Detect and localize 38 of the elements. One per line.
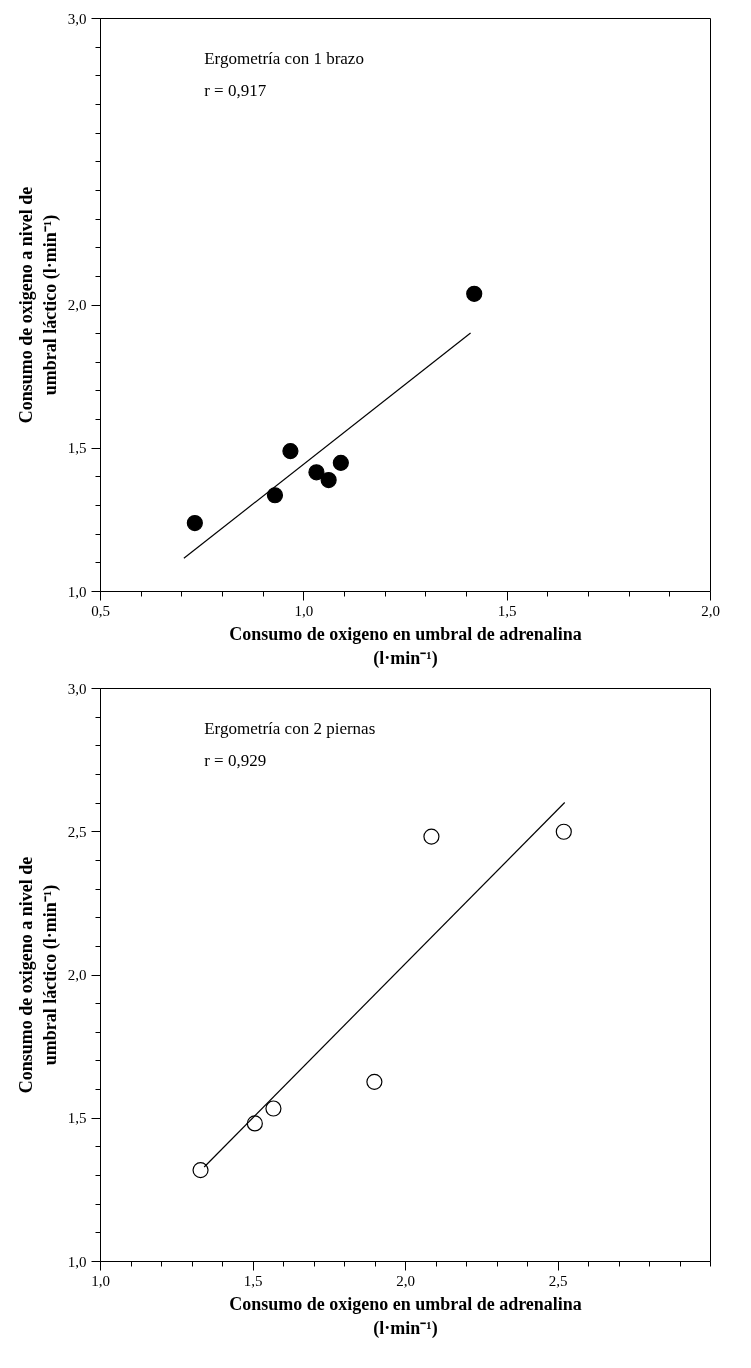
x-tick-label: 1,5	[243, 1272, 263, 1289]
annotation: Ergometría con 1 brazo	[204, 49, 364, 69]
point	[366, 1073, 383, 1090]
point	[320, 471, 337, 489]
point	[555, 823, 572, 840]
x-axis-title: Consumo de oxigeno en umbral de adrenalina (l·min⁻¹)	[229, 623, 582, 669]
point	[423, 828, 440, 845]
x-tick-label: 0,5	[91, 602, 110, 619]
point	[282, 443, 299, 460]
y-tick-label: 1,5	[67, 440, 87, 457]
y-axis-title: Consumo de oxigeno a nivel de umbral láctico (l·min⁻¹)	[15, 186, 61, 424]
y-tick-label: 3,0	[67, 10, 87, 27]
y-tick-label: 1,0	[67, 1253, 87, 1270]
x-tick-label: 1,0	[294, 602, 314, 619]
x-tick-label: 1,0	[91, 1272, 110, 1289]
x-tick-label: 2,0	[396, 1272, 415, 1289]
annotation: Ergometría con 2 piernas	[204, 719, 376, 739]
annotation: r = 0,929	[204, 750, 267, 770]
x-tick-label: 2,5	[548, 1272, 568, 1289]
point	[246, 1115, 263, 1132]
y-tick-label: 1,5	[67, 1110, 87, 1127]
point	[186, 514, 203, 532]
y-tick-label: 2,0	[67, 967, 87, 983]
point	[265, 1100, 282, 1117]
point	[308, 464, 325, 481]
y-axis-title: Consumo de oxigeno a nivel de umbral láctico (l·min⁻¹)	[15, 856, 61, 1094]
y-tick-label: 2,5	[67, 823, 87, 840]
annotation: r = 0,917	[204, 80, 267, 100]
x-axis-title: Consumo de oxigeno en umbral de adrenalina (l·min⁻¹)	[229, 1293, 582, 1339]
point	[466, 285, 483, 302]
point	[266, 487, 284, 504]
y-tick-label: 1,0	[67, 583, 87, 600]
y-tick-label: 3,0	[67, 680, 87, 697]
x-tick-label: 2,0	[701, 602, 720, 619]
point	[192, 1162, 209, 1179]
point	[332, 454, 349, 471]
x-tick-label: 1,5	[497, 602, 517, 619]
y-tick-label: 2,0	[67, 297, 87, 313]
